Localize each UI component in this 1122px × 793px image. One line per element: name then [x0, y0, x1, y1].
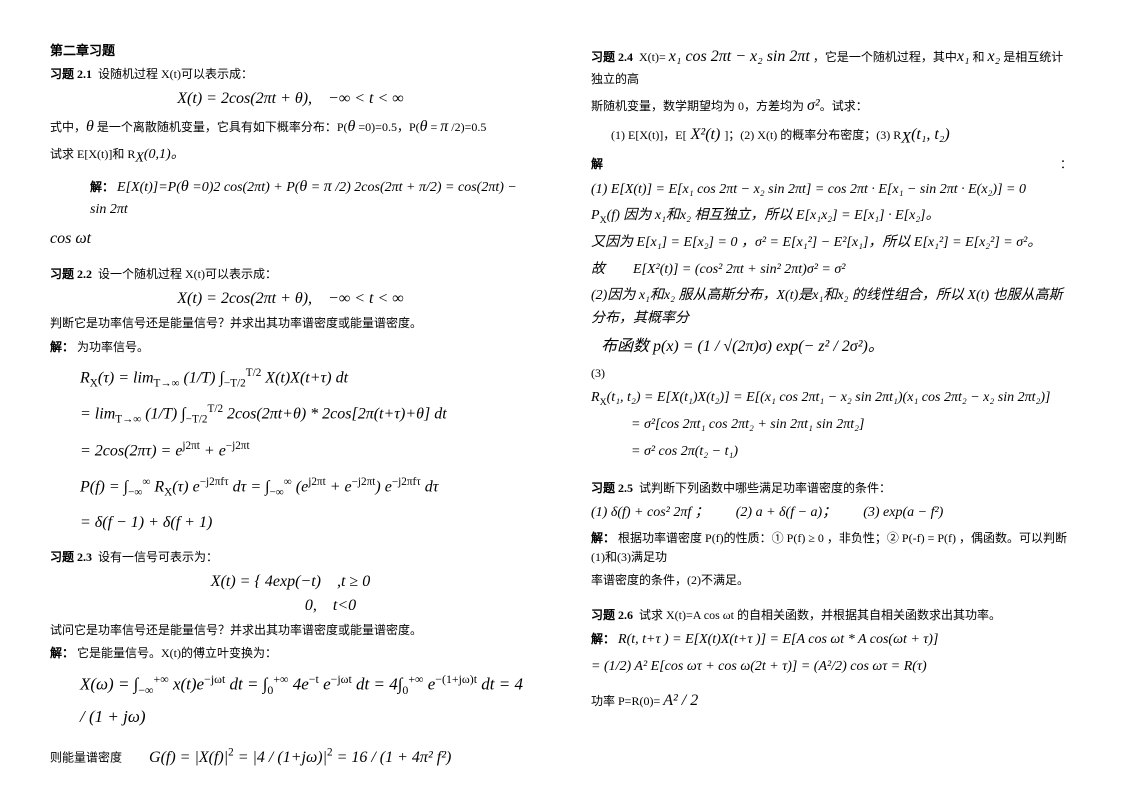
equation: = δ(f − 1) + δ(f + 1): [50, 509, 531, 538]
problem-2-1: 习题 2.1 设随机过程 X(t)可以表示成：: [50, 65, 531, 84]
subquestion: (1) E[X(t)]，E[ X²(t) ]；(2) X(t) 的概率分布密度；…: [591, 122, 1072, 151]
equation: RX(τ) = limT→∞ (1/T) ∫−T/2T/2 X(t)X(t+τ)…: [50, 363, 531, 394]
energy-density: 则能量谱密度 G(f) = |X(f)|2 = |4 / (1+jω)|2 = …: [50, 744, 531, 770]
solution-text: 率谱密度的条件，(2)不满足。: [591, 571, 1072, 590]
equation: 0, t<0: [50, 597, 531, 615]
problem-2-2: 习题 2.2 设一个随机过程 X(t)可以表示成：: [50, 265, 531, 284]
equation: RX(t₁, t₂) = E[X(t₁)X(t₂)] = E[(x₁ cos 2…: [591, 387, 1072, 410]
equation: = 2cos(2πτ) = ej2πt + e−j2πt: [50, 436, 531, 466]
equation: 布函数 p(x) = (1 / √(2π)σ) exp(− z² / 2σ²)。: [591, 334, 1072, 360]
power-result: 功率 P=R(0)= A² / 2: [591, 688, 1072, 714]
equation: cos ωt: [50, 226, 531, 252]
solution-2-6: 解： R(t, t+τ ) = E[X(t)X(t+τ )] = E[A cos…: [591, 629, 1072, 651]
problem-2-5: 习题 2.5 试判断下列函数中哪些满足功率谱密度的条件：: [591, 479, 1072, 498]
equation: 故 E[X²(t)] = (cos² 2πt + sin² 2πt)σ² = σ…: [591, 259, 1072, 281]
problem-label: 习题 2.1: [50, 67, 92, 81]
equation: PX(f) 因为 x₁和x₂ 相互独立，所以 E[x₁x₂] = E[x₁] ·…: [591, 205, 1072, 228]
solution-2-5: 解： 根据功率谱密度 P(f)的性质：① P(f) ≥ 0 ，非负性；② P(-…: [591, 529, 1072, 567]
problem-text-2: 式中，θ 是一个离散随机变量，它具有如下概率分布：P(θ =0)=0.5，P(θ…: [50, 114, 531, 140]
equation: X(t) = 2cos(2πt + θ), −∞ < t < ∞: [50, 90, 531, 108]
problem-text: 试问它是功率信号还是能量信号？并求出其功率谱密度或能量谱密度。: [50, 621, 531, 640]
equation: (1) E[X(t)] = E[x₁ cos 2πt − x₂ sin 2πt]…: [591, 179, 1072, 201]
left-column: 第二章习题 习题 2.1 设随机过程 X(t)可以表示成： X(t) = 2co…: [0, 0, 561, 793]
problem-text: 斯随机变量，数学期望均为 0，方差均为 σ²。试求：: [591, 93, 1072, 119]
chapter-title: 第二章习题: [50, 40, 531, 59]
equation: 又因为 E[x₁] = E[x₂] = 0 ，σ² = E[x₁²] − E²[…: [591, 232, 1072, 254]
problem-text: 设随机过程 X(t)可以表示成：: [98, 67, 253, 81]
problem-text: 判断它是功率信号还是能量信号？并求出其功率谱密度或能量谱密度。: [50, 314, 531, 333]
solution-2-2: 解： 为功率信号。: [50, 338, 531, 357]
options-row: (1) δ(f) + cos² 2πf ； (2) a + δ(f − a)； …: [591, 502, 1072, 524]
equation: X(t) = { 4exp(−t) ,t ≥ 0: [50, 573, 531, 591]
problem-2-3: 习题 2.3 设有一信号可表示为：: [50, 548, 531, 567]
sub-label: (3): [591, 364, 1072, 383]
solution-2-3: 解： 它是能量信号。X(t)的傅立叶变换为：: [50, 644, 531, 663]
right-column: 习题 2.4 X(t)= x₁ cos 2πt − x₂ sin 2πt ，它是…: [561, 0, 1122, 793]
problem-text-3: 试求 E[X(t)]和 RX(0,1)。: [50, 144, 531, 170]
page: 第二章习题 习题 2.1 设随机过程 X(t)可以表示成： X(t) = 2co…: [0, 0, 1122, 793]
equation: P(f) = ∫−∞∞ RX(τ) e−j2πfτ dτ = ∫−∞∞ (ej2…: [50, 472, 531, 503]
equation: = (1/2) A² E[cos ωτ + cos ω(2t + τ)] = (…: [591, 656, 1072, 678]
equation: = σ²[cos 2πt₁ cos 2πt₂ + sin 2πt₁ sin 2π…: [591, 414, 1072, 436]
equation: = σ² cos 2π(t₂ − t₁): [591, 441, 1072, 463]
equation: X(ω) = ∫−∞+∞ x(t)e−jωt dt = ∫0+∞ 4e−t e−…: [50, 669, 531, 732]
equation: = limT→∞ (1/T) ∫−T/2T/2 2cos(2πt+θ) * 2c…: [50, 399, 531, 430]
problem-2-6: 习题 2.6 试求 X(t)=A cos ωt 的自相关函数，并根据其自相关函数…: [591, 606, 1072, 625]
equation: (2)因为 x₁和x₂ 服从高斯分布，X(t)是x₁和x₂ 的线性组合，所以 X…: [591, 285, 1072, 330]
solution-label: 解 ：: [591, 155, 1072, 174]
equation: X(t) = 2cos(2πt + θ), −∞ < t < ∞: [50, 290, 531, 308]
solution-2-1: 解： E[X(t)]=P(θ =0)2 cos(2πt) + P(θ = π /…: [50, 174, 531, 222]
problem-2-4: 习题 2.4 X(t)= x₁ cos 2πt − x₂ sin 2πt ，它是…: [591, 44, 1072, 89]
